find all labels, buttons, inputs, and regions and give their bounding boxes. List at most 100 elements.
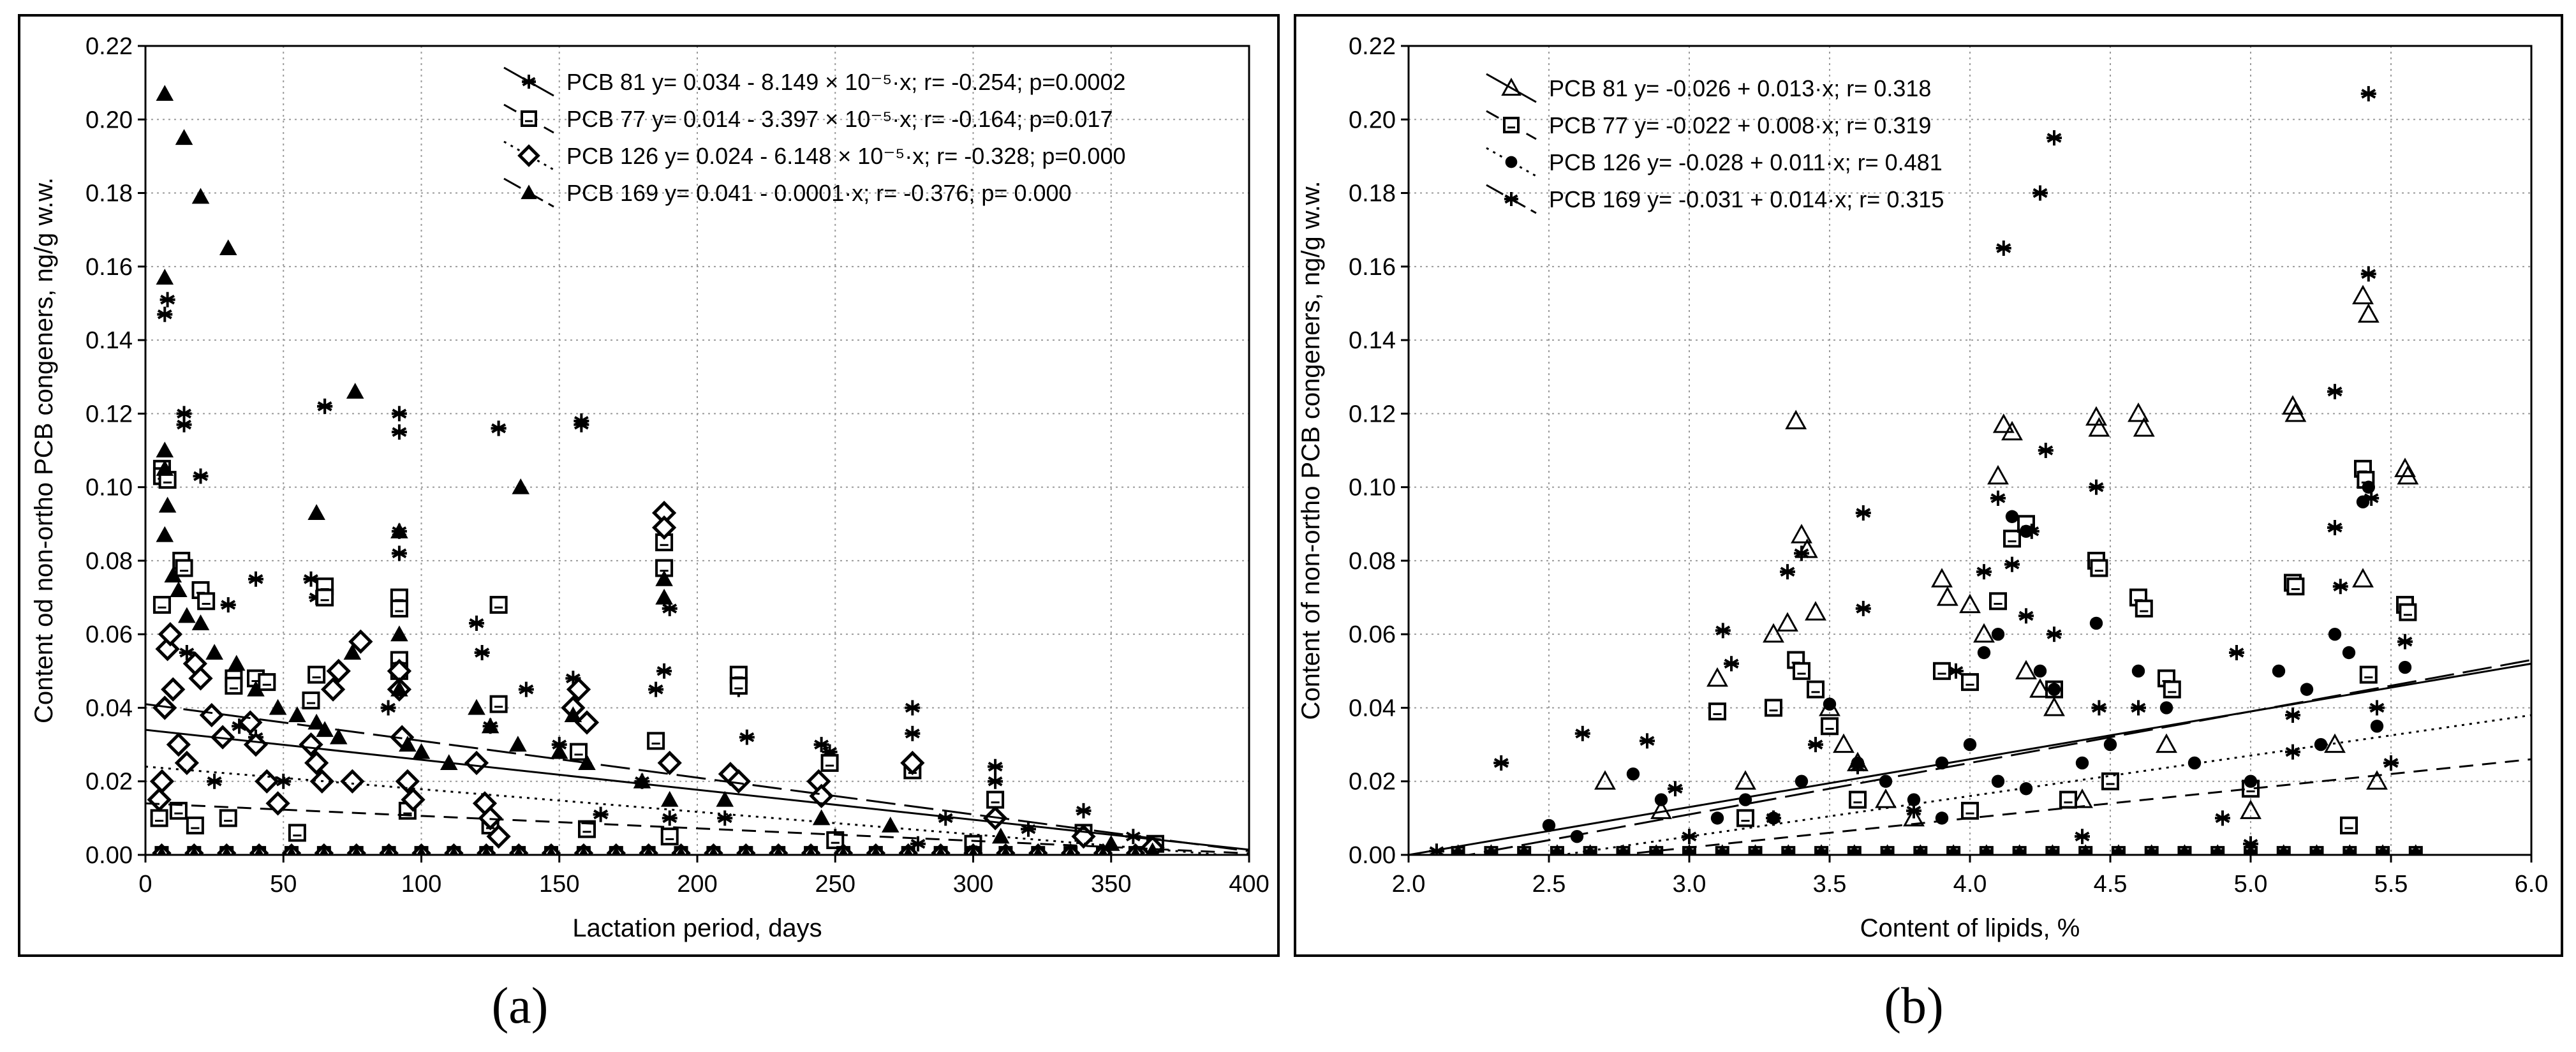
data-point <box>2085 406 2107 426</box>
data-point <box>1594 770 1616 790</box>
y-tick-label: 0.22 <box>1349 33 1396 60</box>
legend-line-3 <box>503 140 554 171</box>
data-point <box>469 615 484 631</box>
data-point <box>1875 789 1897 808</box>
data-point <box>1989 592 2007 611</box>
data-point <box>170 581 188 598</box>
data-point <box>147 787 172 812</box>
data-point <box>1551 847 1563 855</box>
data-point <box>2075 756 2089 770</box>
data-point <box>193 468 209 484</box>
data-point <box>2277 847 2290 855</box>
data-point <box>2245 847 2256 855</box>
series-2 <box>150 459 1164 855</box>
x-tick-label: 300 <box>953 871 993 898</box>
data-point <box>1715 623 1731 639</box>
legend-marker-1 <box>522 75 536 89</box>
data-point <box>1130 846 1141 855</box>
data-point <box>579 846 589 855</box>
legend: PCB 81 y= -0.026 + 0.013·x; r= 0.318 PCB … <box>1486 73 1944 214</box>
data-point <box>2364 490 2380 506</box>
data-point <box>348 629 373 654</box>
data-point <box>1855 600 1871 616</box>
data-point <box>1795 774 1809 788</box>
legend-line-3 <box>1486 147 1537 177</box>
data-point <box>1738 793 1752 806</box>
fit-line-2 <box>145 802 1249 855</box>
data-point <box>352 846 362 855</box>
data-point <box>1963 737 1977 752</box>
data-point <box>156 460 174 476</box>
data-point <box>900 750 925 776</box>
data-point <box>2080 847 2092 855</box>
data-point <box>1823 697 1837 711</box>
data-point <box>166 732 191 757</box>
data-point <box>2033 664 2047 678</box>
data-point <box>159 292 175 307</box>
data-point <box>938 810 954 826</box>
data-point <box>1936 586 1958 606</box>
data-point <box>276 773 292 789</box>
data-point <box>481 717 500 734</box>
data-point <box>157 846 167 855</box>
data-point <box>2399 603 2417 621</box>
data-point <box>2163 680 2181 699</box>
data-point <box>2013 847 2025 855</box>
data-point <box>662 600 677 616</box>
data-point <box>317 398 333 414</box>
data-point <box>2229 645 2244 660</box>
data-point <box>2327 383 2343 399</box>
data-point <box>191 614 210 630</box>
data-point <box>2133 417 2155 437</box>
data-point <box>1973 623 1995 643</box>
data-point <box>269 699 287 715</box>
data-point <box>2103 737 2117 752</box>
data-point <box>155 637 180 662</box>
data-point <box>1807 680 1825 699</box>
data-point <box>390 599 408 618</box>
data-point <box>574 710 600 735</box>
data-point <box>2369 700 2385 716</box>
data-point <box>340 769 365 794</box>
data-point <box>158 622 183 647</box>
data-point <box>2314 737 2328 752</box>
data-point <box>1961 673 1979 692</box>
data-point <box>2397 633 2413 649</box>
data-point <box>2344 847 2356 855</box>
data-point <box>1906 803 1921 819</box>
data-point <box>709 846 718 855</box>
data-point <box>988 759 1003 774</box>
data-point <box>2131 664 2145 678</box>
data-point <box>1001 846 1010 855</box>
data-point <box>1848 847 1860 855</box>
data-point <box>1763 623 1784 643</box>
data-point <box>729 676 748 695</box>
data-point <box>2357 303 2380 323</box>
data-point <box>1724 656 1739 672</box>
data-point <box>1684 847 1695 855</box>
data-point <box>1914 847 1927 855</box>
data-point <box>247 680 265 697</box>
data-point <box>391 424 407 440</box>
data-point <box>179 645 195 660</box>
data-point <box>662 810 677 826</box>
data-point <box>968 846 978 855</box>
y-tick-label: 0.04 <box>1349 695 1396 722</box>
data-point <box>474 645 490 660</box>
data-point <box>2024 523 2039 539</box>
data-point <box>1816 847 1828 855</box>
data-point <box>2075 829 2090 845</box>
data-point <box>2328 627 2342 641</box>
data-point <box>660 790 679 807</box>
legend-marker-3 <box>1505 156 1518 168</box>
data-point <box>2047 130 2062 146</box>
data-point <box>1821 717 1839 736</box>
data-point <box>1102 834 1120 851</box>
legend-label-2: PCB 77 y= -0.022 + 0.008·x; r= 0.319 <box>1549 112 1931 138</box>
y-tick-label: 0.06 <box>1349 621 1396 648</box>
data-point <box>2394 457 2416 477</box>
data-point <box>2327 520 2343 536</box>
data-point <box>1931 568 1953 588</box>
data-point <box>871 846 881 855</box>
